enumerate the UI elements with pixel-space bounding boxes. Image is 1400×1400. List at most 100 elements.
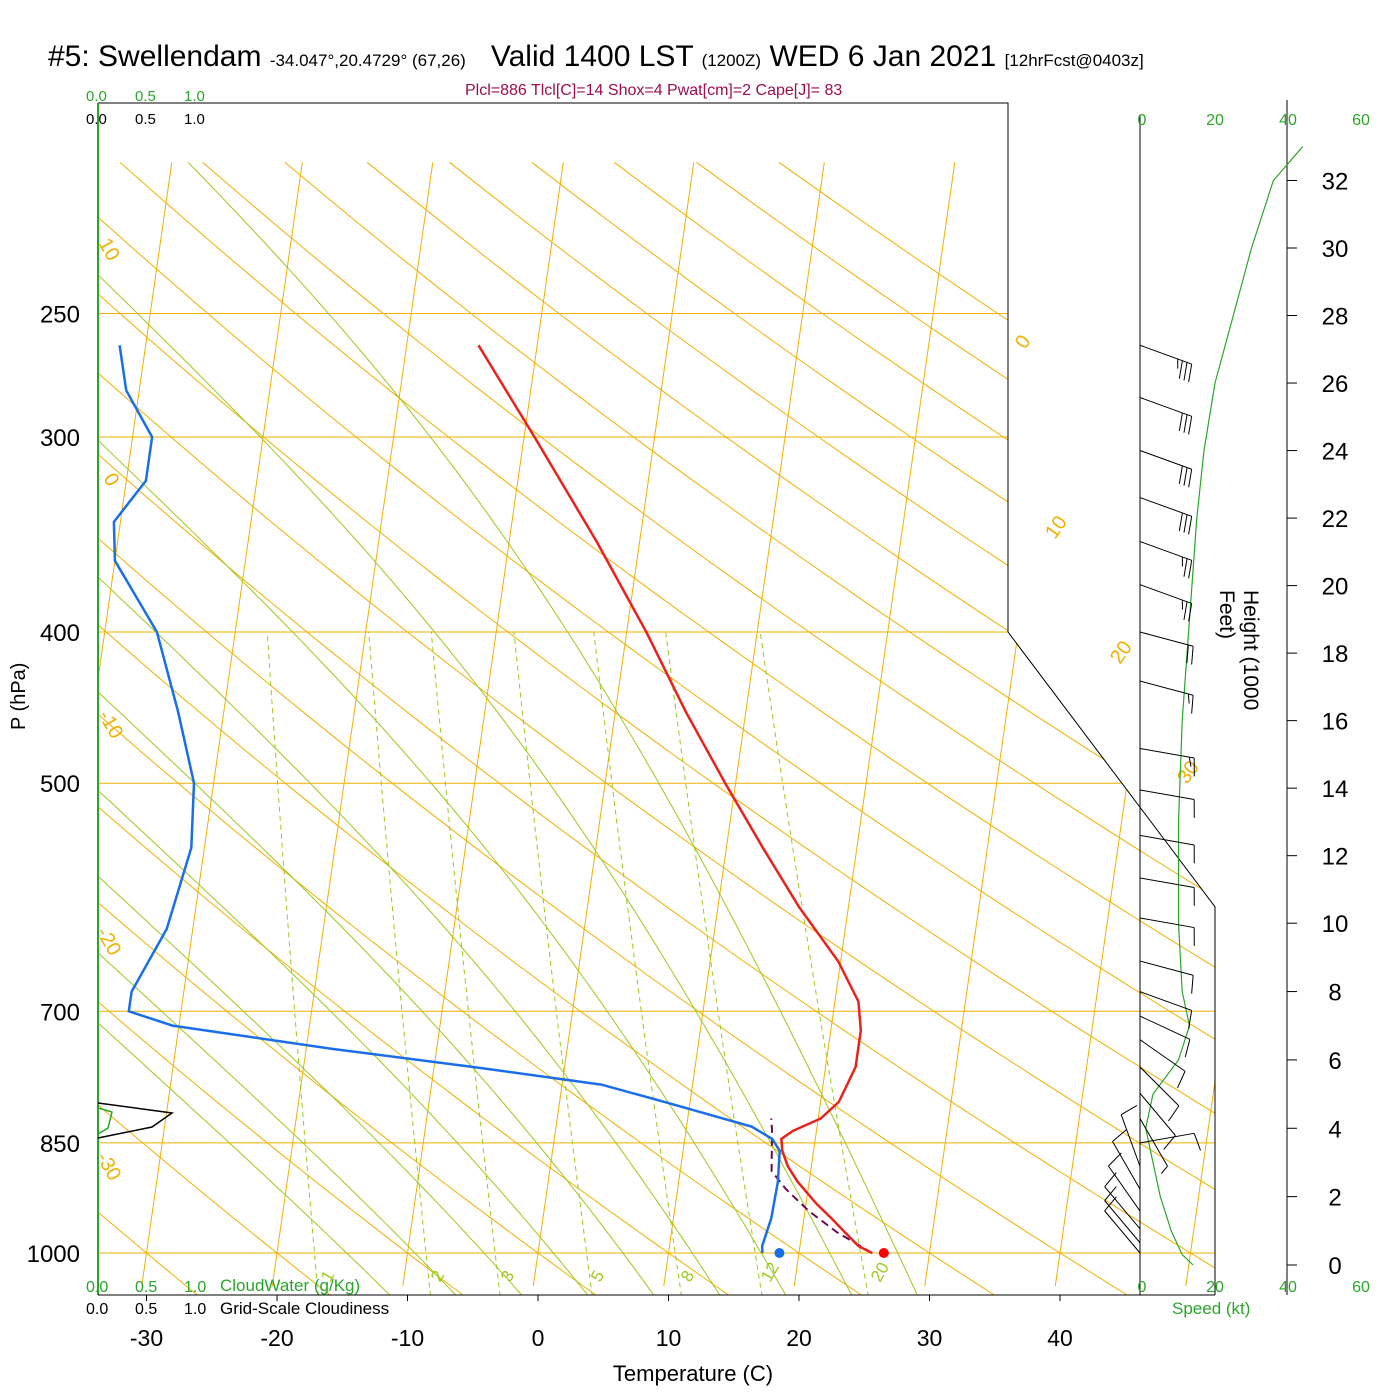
dry-adiabat bbox=[696, 161, 1215, 1295]
wind-barb-flag bbox=[1183, 514, 1188, 533]
dry-adiabat bbox=[98, 161, 1215, 1295]
wind-barb-staff bbox=[1139, 1066, 1180, 1107]
dry-adiabat bbox=[98, 161, 1144, 1295]
height-tick-label: 30 bbox=[1322, 236, 1349, 263]
wind-barb-flag bbox=[1160, 1165, 1168, 1174]
moist-adiabat bbox=[98, 161, 792, 1295]
mixing-ratio-label: 8 bbox=[677, 1267, 698, 1285]
wind-barb bbox=[1139, 584, 1193, 622]
wind-barb-flag bbox=[1188, 560, 1193, 579]
cloudiness-scale-bottom: 0.5 bbox=[135, 1301, 157, 1318]
mixing-ratio-label: 5 bbox=[587, 1267, 608, 1285]
wind-barb bbox=[1139, 877, 1195, 906]
forecast-run: [12hrFcst@0403z] bbox=[1004, 51, 1144, 70]
dry-adiabat bbox=[531, 161, 1215, 1295]
height-tick-label: 26 bbox=[1322, 371, 1349, 398]
wind-barb-flag bbox=[1183, 467, 1188, 486]
wind-barb-flag bbox=[1120, 1104, 1138, 1116]
dry-adiabat bbox=[613, 161, 1215, 1295]
height-tick-label: 4 bbox=[1328, 1116, 1341, 1143]
station-name: #5: Swellendam bbox=[48, 40, 262, 73]
height-tick-label: 18 bbox=[1322, 641, 1349, 668]
wind-barb-staff bbox=[1139, 497, 1192, 517]
wind-barb bbox=[1139, 541, 1193, 579]
wind-barb-staff bbox=[1139, 1015, 1191, 1040]
cloudiness-scale-bottom: 1.0 bbox=[184, 1301, 206, 1318]
cloud-water-scale-bottom: 1.0 bbox=[184, 1279, 206, 1296]
moist-adiabat bbox=[98, 161, 727, 1295]
dry-adiabat bbox=[202, 161, 1215, 1295]
pressure-tick-label: 700 bbox=[40, 999, 80, 1026]
dry-adiabat bbox=[98, 161, 1215, 1295]
cloud-water-scale-bottom: 0.0 bbox=[86, 1279, 108, 1296]
forecast-date: WED 6 Jan 2021 bbox=[769, 40, 997, 73]
wind-barb bbox=[1120, 1104, 1141, 1167]
pressure-tick-label: 300 bbox=[40, 425, 80, 452]
wind-barb-flag bbox=[1188, 516, 1193, 535]
pressure-tick-label: 250 bbox=[40, 301, 80, 328]
wind-barb bbox=[1139, 834, 1195, 864]
height-tick-label: 2 bbox=[1328, 1185, 1341, 1212]
dry-adiabat bbox=[98, 161, 477, 1295]
wind-barb-flag bbox=[1193, 1133, 1202, 1151]
height-tick-label: 12 bbox=[1322, 844, 1349, 871]
moist-adiabat bbox=[98, 161, 531, 1295]
cloudiness-scale-top: 1.0 bbox=[184, 111, 205, 128]
dry-adiabat bbox=[98, 161, 877, 1295]
cloud-water-profile bbox=[97, 1107, 113, 1135]
wind-barb-staff bbox=[1139, 747, 1195, 759]
moist-adiabat bbox=[98, 161, 597, 1295]
temperature-tick-label: -10 bbox=[391, 1325, 424, 1351]
mixing-ratio-line bbox=[368, 631, 432, 1295]
speed-tick-bottom: 20 bbox=[1206, 1279, 1224, 1296]
wind-barb-staff bbox=[1139, 397, 1192, 417]
wind-barb-staff bbox=[1139, 631, 1194, 647]
surface-dewpoint-dot bbox=[774, 1248, 785, 1258]
wind-barb-flag bbox=[1183, 558, 1188, 577]
wind-barb bbox=[1139, 1132, 1202, 1151]
wind-barb-flag bbox=[1112, 1129, 1127, 1142]
wind-barb-flag bbox=[1178, 360, 1183, 379]
speed-tick-top: 40 bbox=[1279, 112, 1297, 129]
wind-barb-staff bbox=[1139, 680, 1194, 696]
wind-barb-flag bbox=[1183, 362, 1188, 381]
speed-tick-top: 60 bbox=[1352, 112, 1370, 129]
wind-barb bbox=[1139, 680, 1194, 714]
mixing-ratio-line bbox=[593, 631, 684, 1295]
isotherm-label: 20 bbox=[1106, 637, 1137, 668]
wind-barb-staff bbox=[1139, 541, 1192, 561]
parcel-info: Plcl=886 Tlcl[C]=14 Shox=4 Pwat[cm]=2 Ca… bbox=[465, 82, 843, 99]
wind-barb-flag bbox=[1104, 1186, 1117, 1201]
height-tick-label: 22 bbox=[1322, 506, 1349, 533]
isotherm-line bbox=[271, 162, 434, 1287]
wind-barb-flag bbox=[1108, 1152, 1122, 1167]
wind-barb bbox=[1104, 1186, 1141, 1244]
speed-tick-bottom: 0 bbox=[1138, 1279, 1147, 1296]
wind-barb-flag bbox=[1188, 363, 1193, 383]
isotherm-line bbox=[402, 162, 564, 1287]
cloudiness-profile bbox=[97, 1102, 175, 1139]
cloud-water-label: CloudWater (g/Kg) bbox=[220, 1276, 360, 1295]
y-axis-label: P (hPa) bbox=[8, 662, 30, 730]
pressure-tick-label: 850 bbox=[40, 1131, 80, 1158]
mixing-ratio-label: 3 bbox=[497, 1267, 518, 1285]
wind-barb-flag bbox=[1176, 1071, 1186, 1089]
wind-barb-staff bbox=[1139, 834, 1195, 846]
height-axis-label: Height (1000 Feet) bbox=[1215, 590, 1262, 711]
mixing-ratio-line bbox=[759, 631, 871, 1295]
isotherm-line bbox=[98, 162, 173, 1287]
height-tick-label: 16 bbox=[1322, 709, 1349, 736]
cloudiness-scale-top: 0.0 bbox=[86, 111, 107, 128]
wind-barb-flag bbox=[1191, 695, 1194, 714]
wind-barb-flag bbox=[1184, 1039, 1191, 1058]
wind-barb-flag bbox=[1188, 603, 1193, 622]
wind-barb-flag bbox=[1191, 646, 1194, 665]
height-tick-label: 6 bbox=[1328, 1048, 1341, 1075]
wind-barb-staff bbox=[1139, 449, 1192, 470]
wind-barb-flag bbox=[1178, 465, 1183, 485]
isotherm-label: -30 bbox=[92, 1149, 126, 1185]
height-tick-label: 0 bbox=[1328, 1253, 1341, 1280]
dry-adiabat bbox=[98, 162, 344, 1295]
isotherm-label: -20 bbox=[92, 924, 126, 960]
station-coords: -34.047°,20.4729° (67,26) bbox=[269, 51, 466, 70]
